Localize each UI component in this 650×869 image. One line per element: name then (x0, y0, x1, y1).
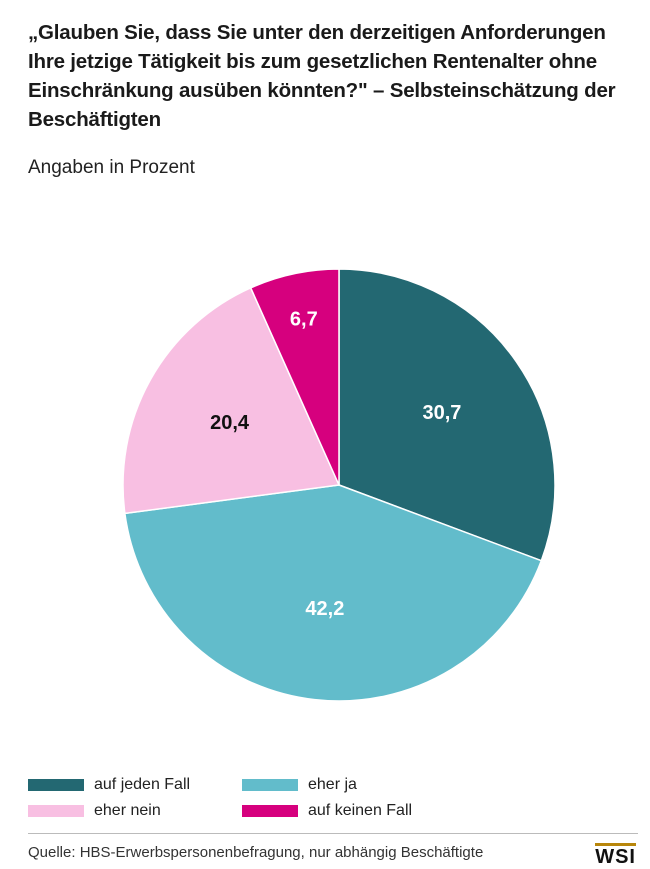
chart-subtitle: Angaben in Prozent (28, 157, 195, 178)
pie-slice-eher-nein (122, 286, 341, 515)
legend-label: eher ja (308, 776, 357, 793)
pie-slice-value-label: 30,7 (422, 402, 461, 424)
pie-slice-eher-ja (124, 484, 543, 702)
legend-label: auf jeden Fall (94, 776, 191, 793)
pie-chart: 30,7 42,2 20,4 6,7 (122, 268, 556, 702)
legend-swatch (28, 805, 84, 817)
pie-slice-value-label: 42,2 (305, 598, 344, 620)
legend-label: auf keinen Fall (308, 802, 413, 819)
legend: auf jeden Fall eher ja eher nein auf kei… (28, 772, 628, 832)
legend-label: eher nein (94, 802, 161, 819)
wsi-logo: WSI (595, 843, 636, 867)
chart-title: „Glauben Sie, dass Sie unter den derzeit… (28, 21, 616, 131)
source-note: Quelle: HBS-Erwerbspersonenbefragung, nu… (28, 844, 484, 861)
pie-slice-auf-keinen-Fall (249, 268, 340, 486)
legend-swatch (242, 779, 298, 791)
legend-item-auf-keinen-fall: auf keinen Fall (242, 802, 412, 820)
legend-swatch (28, 779, 84, 791)
legend-item-auf-jeden-fall: auf jeden Fall (28, 776, 190, 794)
pie-slice-value-label: 20,4 (210, 412, 250, 434)
legend-item-eher-nein: eher nein (28, 802, 161, 820)
pie-slice-value-label: 6,7 (290, 309, 318, 331)
legend-swatch (242, 805, 298, 817)
footer-divider (28, 833, 638, 834)
legend-item-eher-ja: eher ja (242, 776, 357, 794)
pie-slice-auf-jeden-Fall (338, 268, 556, 562)
